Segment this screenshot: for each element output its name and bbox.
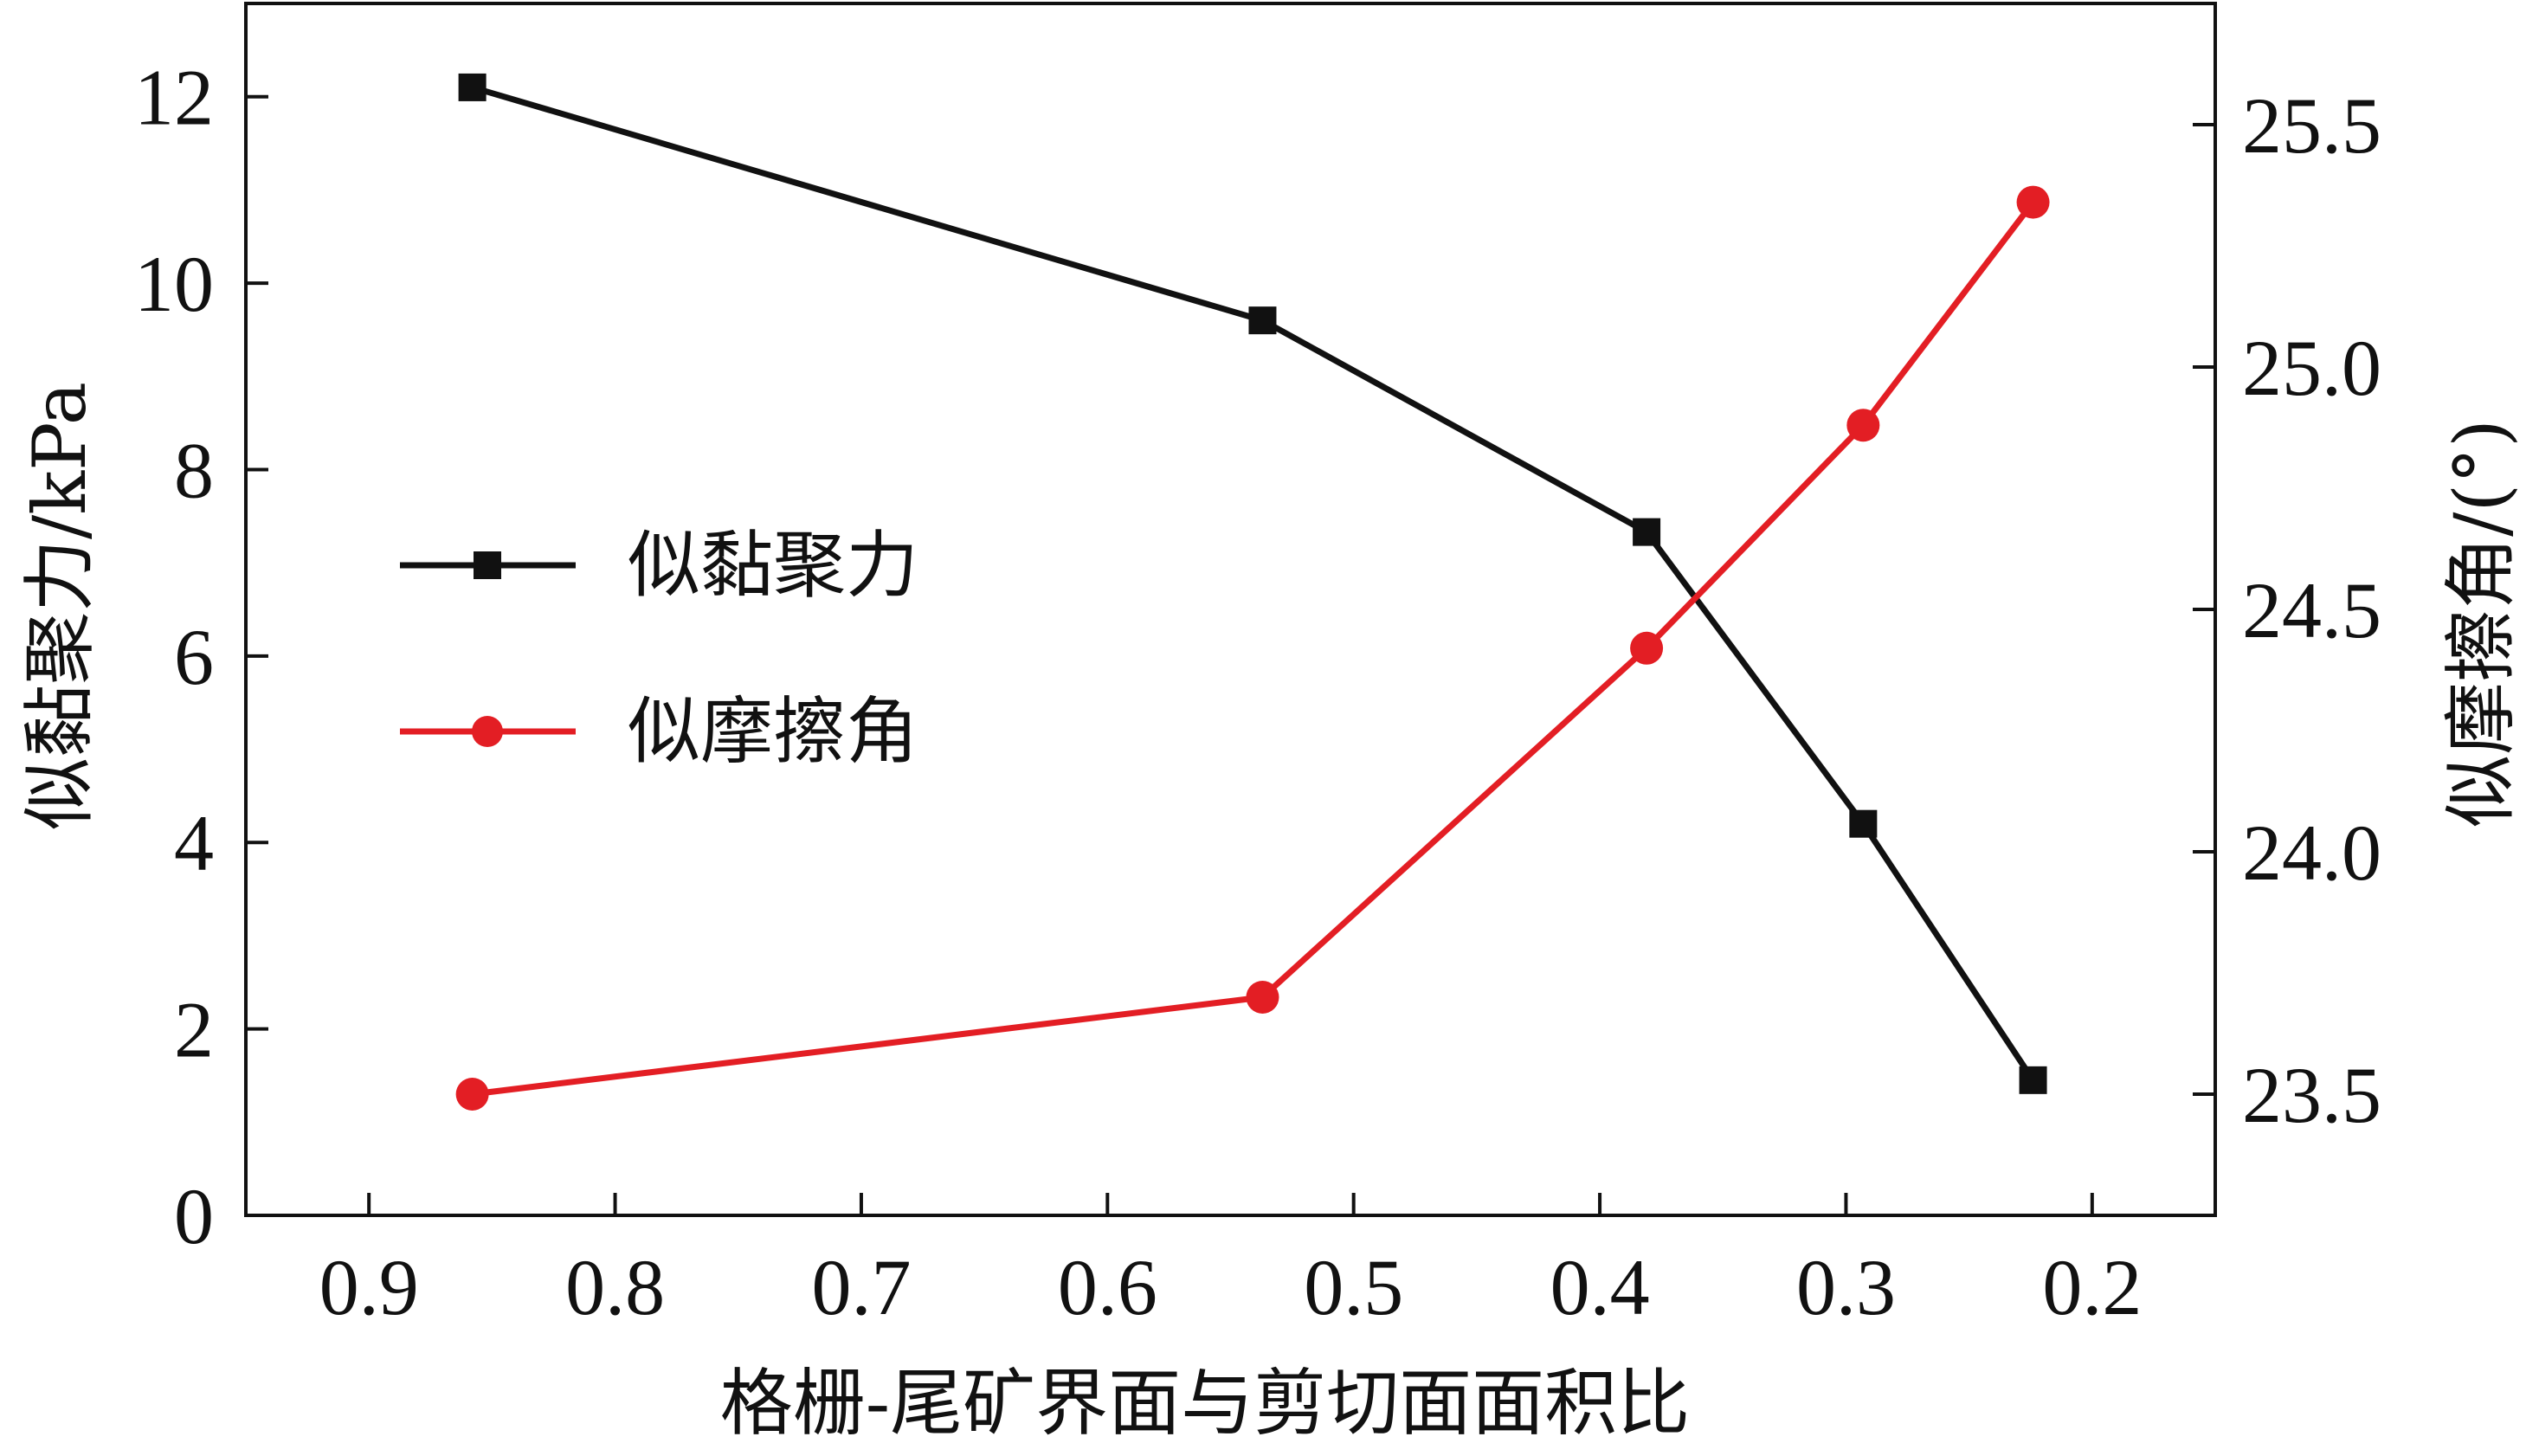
data-point-cohesion	[1248, 306, 1277, 335]
left-y-tick-label: 6	[174, 613, 214, 701]
left-y-axis: 0 2 4 6 8 10 12	[134, 54, 268, 1260]
data-point-cohesion	[458, 73, 487, 101]
x-axis-label: 格栅-尾矿界面与剪切面面积比	[720, 1361, 1690, 1446]
right-y-axis-label: 似摩擦角/(°)	[2439, 419, 2523, 828]
x-tick-label: 0.3	[1796, 1243, 1896, 1331]
x-tick-label: 0.6	[1058, 1243, 1157, 1331]
right-y-tick-label: 25.0	[2242, 324, 2381, 412]
left-y-tick-label: 2	[174, 986, 214, 1074]
left-y-tick-label: 10	[134, 240, 214, 328]
x-tick-label: 0.2	[2042, 1243, 2142, 1331]
left-y-tick-label: 0	[174, 1172, 214, 1260]
right-y-axis: 23.5 24.0 24.5 25.0 25.5	[2193, 81, 2381, 1139]
data-point-cohesion	[1849, 809, 1878, 838]
x-tick-label: 0.5	[1304, 1243, 1403, 1331]
data-point-friction	[1630, 631, 1664, 665]
left-y-tick-label: 8	[174, 426, 214, 514]
series-line-friction	[472, 200, 2036, 1098]
x-tick-label: 0.7	[811, 1243, 911, 1331]
legend-label-cohesion: 似黏聚力	[628, 523, 918, 608]
data-point-friction	[1846, 409, 1880, 442]
legend-swatch-marker-cohesion	[474, 551, 501, 579]
right-y-tick-label: 23.5	[2242, 1051, 2381, 1139]
right-y-tick-label: 24.5	[2242, 566, 2381, 654]
left-y-tick-label: 4	[174, 799, 214, 887]
right-y-tick-label: 25.5	[2242, 81, 2381, 170]
left-y-tick-label: 12	[134, 54, 214, 142]
data-point-friction	[1246, 981, 1279, 1014]
series-layer	[455, 73, 2050, 1111]
legend-label-friction: 似摩擦角	[628, 689, 918, 774]
data-point-cohesion	[2019, 1066, 2047, 1094]
x-tick-label: 0.9	[319, 1243, 419, 1331]
right-y-tick-label: 24.0	[2242, 809, 2381, 897]
left-y-axis-label: 似黏聚力/kPa	[17, 382, 102, 830]
legend-swatch-marker-friction	[472, 716, 503, 747]
legend: 似黏聚力 似摩擦角	[400, 523, 918, 774]
x-tick-label: 0.4	[1550, 1243, 1650, 1331]
plot-frame	[244, 2, 2217, 1217]
x-axis: 0.9 0.8 0.7 0.6 0.5 0.4 0.3 0.2	[319, 1193, 2142, 1331]
data-point-friction	[455, 1078, 489, 1111]
data-point-friction	[2016, 185, 2050, 219]
x-tick-label: 0.8	[565, 1243, 665, 1331]
data-point-cohesion	[1633, 518, 1661, 546]
